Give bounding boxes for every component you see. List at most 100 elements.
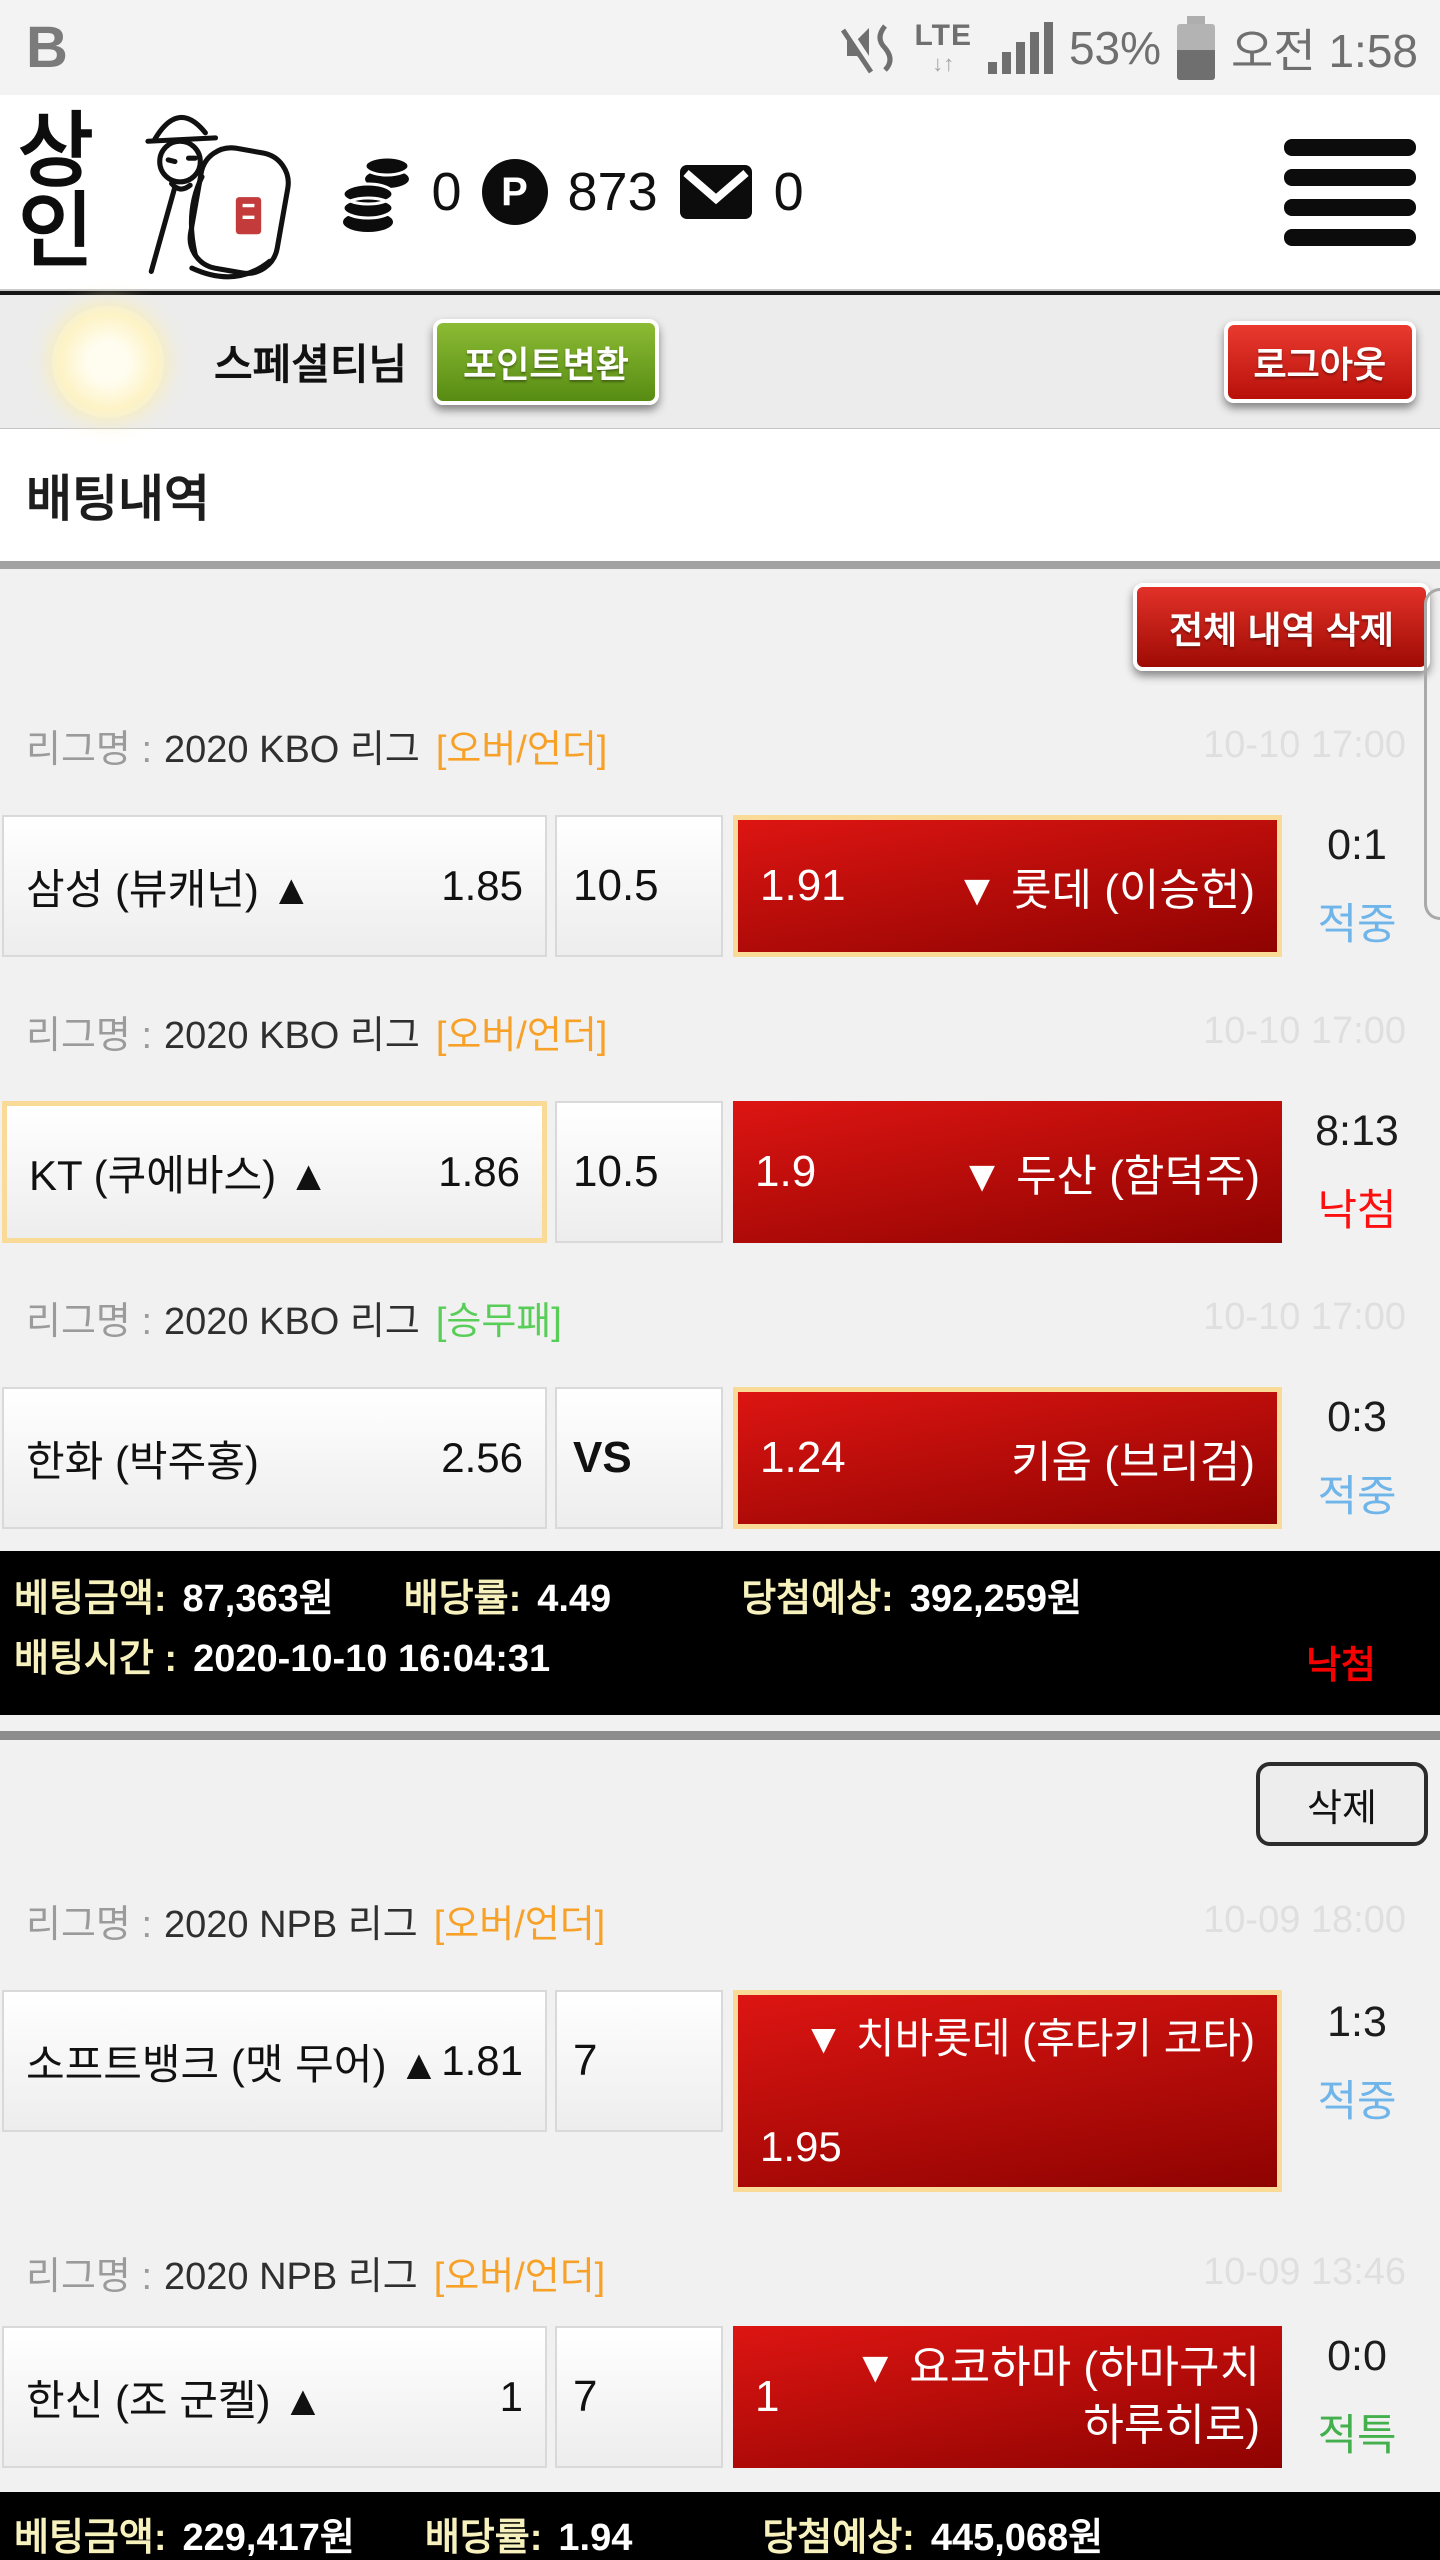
bet-amount-value: 87,363원 (182, 1578, 334, 1620)
delete-all-history-button[interactable]: 전체 내역 삭제 (1133, 583, 1430, 671)
match5-league-row: 리그명 : 2020 NPB 리그 [오버/언더] 10-09 13:46 (0, 2246, 1440, 2298)
line-cell: 7 (555, 2326, 723, 2468)
scrollbar[interactable] (1424, 588, 1440, 920)
home-option-cell: 한신 (조 군켈) ▲ 1 (2, 2326, 547, 2468)
hamburger-menu-icon[interactable] (1284, 138, 1416, 246)
league-name: 2020 KBO 리그 (164, 1300, 420, 1343)
result-badge: 적특 (1317, 2411, 1397, 2460)
battery-icon (1177, 15, 1216, 80)
market-type: [오버/언더] (435, 1014, 608, 1057)
league-name: 2020 NPB 리그 (164, 2255, 418, 2298)
league-label: 리그명 : (26, 1300, 152, 1343)
home-option-cell: 소프트뱅크 (맷 무어) ▲ 1.81 (2, 1990, 547, 2132)
match-datetime: 10-10 17:00 (1203, 1009, 1406, 1052)
market-type: [오버/언더] (435, 728, 608, 771)
coin-count: 0 (431, 162, 462, 222)
bet-time-value: 2020-10-10 16:04:31 (193, 1638, 551, 1680)
match2-row: KT (쿠에바스) ▲ 1.86 10.5 1.9 ▼ 두산 (함덕주) 8:1… (0, 1101, 1440, 1243)
home-team: 소프트뱅크 (맷 무어) ▲ (26, 2040, 440, 2088)
delete-slip-button[interactable]: 삭제 (1256, 1762, 1428, 1846)
league-label: 리그명 : (26, 1014, 152, 1057)
slip2-summary-bar: 베팅금액: 229,417원 배당률: 1.94 당첨예상: 445,068원 (0, 2492, 1440, 2560)
home-team: 한화 (박주홍) (26, 1437, 259, 1485)
away-team: ▼ 두산 (함덕주) (960, 1152, 1260, 1201)
odds-value: 1.94 (558, 2517, 633, 2559)
match-outcome: 1:3 적중 (1282, 1990, 1432, 2129)
home-odds: 1.86 (438, 1148, 520, 1195)
match3-league-row: 리그명 : 2020 KBO 리그 [승무패] 10-10 17:00 (0, 1291, 1440, 1343)
away-option-cell: 1 ▼ 요코하마 (하마구치 하루히로) (733, 2326, 1282, 2468)
match2-league-row: 리그명 : 2020 KBO 리그 [오버/언더] 10-10 17:00 (0, 1005, 1440, 1057)
match1-row: 삼성 (뷰캐넌) ▲ 1.85 10.5 1.91 ▼ 롯데 (이승헌) 0:1… (0, 815, 1440, 957)
away-option-cell-picked: 1.24 키움 (브리검) (733, 1387, 1282, 1529)
league-label: 리그명 : (26, 728, 152, 771)
away-odds: 1.91 (760, 861, 846, 910)
away-odds: 1.95 (760, 2123, 842, 2170)
line-cell: 10.5 (555, 815, 723, 957)
bet-time-label: 배팅시간 : (14, 1638, 178, 1680)
line-cell: 7 (555, 1990, 723, 2132)
clock-time: 오전 1:58 (1231, 24, 1418, 77)
notification-app-icon: B (26, 14, 68, 80)
bet-amount-label: 베팅금액: (14, 1578, 167, 1620)
away-team: ▼ 롯데 (이승헌) (955, 866, 1255, 915)
battery-percent: 53% (1068, 21, 1162, 74)
away-option-cell-picked: ▼ 치바롯데 (후타키 코타) 1.95 (733, 1990, 1282, 2192)
away-odds: 1 (755, 2372, 780, 2421)
league-label: 리그명 : (26, 2255, 152, 2298)
home-team: 한신 (조 군켈) ▲ (26, 2376, 324, 2424)
market-type: [오버/언더] (433, 1903, 606, 1946)
line-value: 7 (573, 2372, 598, 2421)
match-outcome: 8:13 낙첨 (1282, 1101, 1432, 1243)
user-bar: 스페셜티님 포인트변환 로그아웃 (0, 291, 1440, 429)
page-title-bar: 배팅내역 (0, 429, 1440, 569)
line-value: 7 (573, 2036, 598, 2085)
final-score: 8:13 (1315, 1106, 1399, 1155)
home-team: 삼성 (뷰캐넌) ▲ (26, 865, 313, 913)
market-type: [승무패] (435, 1300, 562, 1343)
away-team: 키움 (브리검) (1011, 1438, 1255, 1487)
result-badge: 적중 (1317, 2078, 1397, 2126)
home-odds: 1.85 (441, 862, 523, 909)
odds-value: 4.49 (537, 1578, 612, 1620)
away-odds: 1.24 (760, 1433, 846, 1482)
line-value: 10.5 (573, 1147, 659, 1196)
signal-strength-icon (987, 21, 1053, 74)
slip-result-badge: 낙첨 (1306, 1645, 1376, 1687)
league-name: 2020 KBO 리그 (164, 728, 420, 771)
mail-icon[interactable] (678, 163, 754, 221)
match5-row: 한신 (조 군켈) ▲ 1 7 1 ▼ 요코하마 (하마구치 하루히로) 0:0… (0, 2326, 1440, 2468)
home-odds: 2.56 (441, 1434, 523, 1481)
home-odds: 1 (499, 2373, 523, 2420)
betting-history-list: 전체 내역 삭제 리그명 : 2020 KBO 리그 [오버/언더] 10-10… (0, 569, 1440, 2560)
home-option-cell: 삼성 (뷰캐넌) ▲ 1.85 (2, 815, 547, 957)
match1-league-row: 리그명 : 2020 KBO 리그 [오버/언더] 10-10 17:00 (0, 719, 1440, 771)
result-badge: 낙첨 (1317, 1186, 1397, 1235)
match-datetime: 10-10 17:00 (1203, 1295, 1406, 1338)
coins-icon[interactable] (341, 152, 411, 232)
away-odds: 1.9 (755, 1147, 817, 1196)
final-score: 0:1 (1327, 820, 1387, 869)
site-logo[interactable]: 상 인 (18, 99, 307, 285)
expected-label: 당첨예상: (762, 2517, 915, 2559)
page-title: 배팅내역 (26, 471, 210, 527)
point-icon[interactable]: P (481, 159, 548, 225)
vs-label: VS (573, 1433, 632, 1482)
point-convert-button[interactable]: 포인트변환 (433, 318, 659, 405)
match-datetime: 10-09 18:00 (1203, 1898, 1406, 1941)
site-header: 상 인 (0, 95, 1440, 291)
user-level-badge (52, 305, 164, 418)
final-score: 1:3 (1327, 1998, 1387, 2046)
account-counters: 0 P 873 0 (341, 152, 804, 232)
market-type: [오버/언더] (433, 2255, 606, 2298)
away-team: ▼ 치바롯데 (후타키 코타) (802, 2015, 1255, 2062)
vs-cell: VS (555, 1387, 723, 1529)
odds-label: 배당률: (403, 1578, 522, 1620)
odds-label: 배당률: (424, 2517, 543, 2559)
logout-button[interactable]: 로그아웃 (1223, 320, 1416, 403)
expected-label: 당첨예상: (741, 1578, 894, 1620)
league-name: 2020 KBO 리그 (164, 1014, 420, 1057)
slip-divider (0, 1731, 1440, 1740)
result-badge: 적중 (1317, 900, 1397, 949)
home-option-cell-picked: KT (쿠에바스) ▲ 1.86 (2, 1101, 547, 1243)
